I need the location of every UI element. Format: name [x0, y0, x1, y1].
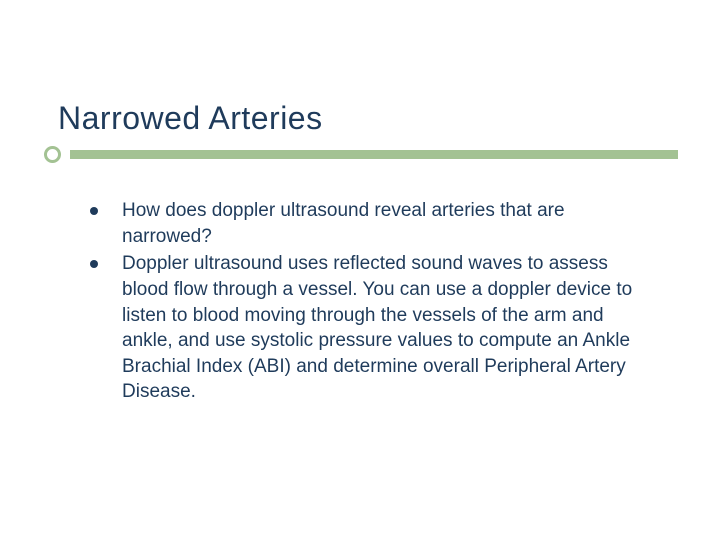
underline-circle-icon — [44, 146, 61, 163]
slide: Narrowed Arteries How does doppler ultra… — [0, 0, 720, 540]
title-area: Narrowed Arteries — [58, 100, 662, 137]
bullet-icon — [90, 260, 98, 268]
bullet-icon — [90, 207, 98, 215]
bullet-text: Doppler ultrasound uses reflected sound … — [122, 251, 650, 405]
slide-title: Narrowed Arteries — [58, 100, 662, 137]
list-item: How does doppler ultrasound reveal arter… — [90, 198, 650, 249]
underline-bar — [70, 150, 678, 159]
content-area: How does doppler ultrasound reveal arter… — [90, 198, 650, 407]
title-underline — [40, 146, 680, 164]
bullet-text: How does doppler ultrasound reveal arter… — [122, 198, 650, 249]
list-item: Doppler ultrasound uses reflected sound … — [90, 251, 650, 405]
